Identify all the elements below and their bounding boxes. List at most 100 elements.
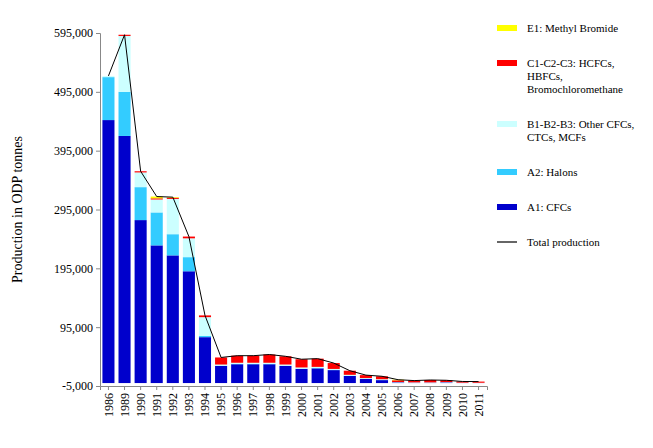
bar xyxy=(263,363,275,364)
y-tick: 195,000 xyxy=(54,262,100,276)
x-tick-label: 2008 xyxy=(423,393,437,417)
x-tick-label: 1996 xyxy=(230,393,244,417)
bar xyxy=(279,365,291,366)
bar xyxy=(360,378,372,379)
bar xyxy=(296,368,308,369)
x-tick-label: 1993 xyxy=(182,393,196,417)
y-tick-mark xyxy=(96,327,100,328)
bar xyxy=(199,336,211,337)
x-tick-mark xyxy=(382,386,383,390)
bar xyxy=(183,238,195,257)
bar xyxy=(328,369,340,370)
bar xyxy=(151,212,163,245)
legend-item: Total production xyxy=(497,236,600,248)
x-tick-mark xyxy=(140,386,141,390)
x-tick-mark xyxy=(333,386,334,390)
bar xyxy=(344,371,356,375)
legend-swatch xyxy=(497,241,517,242)
y-tick-label: 295,000 xyxy=(54,203,93,217)
x-tick: 1990 xyxy=(134,386,148,417)
y-tick-label: 595,000 xyxy=(54,26,93,40)
bar xyxy=(183,271,195,383)
x-tick-mark xyxy=(430,386,431,390)
x-tick-label: 2001 xyxy=(311,393,325,417)
x-tick: 2011 xyxy=(472,386,486,417)
x-tick-mark xyxy=(285,386,286,390)
x-tick: 2000 xyxy=(295,386,309,417)
bar xyxy=(312,367,324,368)
bar xyxy=(167,199,179,234)
legend-label: E1: Methyl Bromide xyxy=(527,22,618,34)
x-tick-mark xyxy=(446,386,447,390)
y-axis-line xyxy=(96,34,101,387)
bar xyxy=(231,363,243,364)
y-tick: 295,000 xyxy=(54,203,100,217)
x-tick: 2009 xyxy=(440,386,454,417)
bar xyxy=(296,369,308,383)
bar xyxy=(456,382,468,383)
x-tick: 1986 xyxy=(102,386,116,417)
y-tick-label: 495,000 xyxy=(54,85,93,99)
bar xyxy=(215,366,227,383)
x-tick: 2004 xyxy=(359,386,373,417)
bar xyxy=(102,77,114,120)
bar xyxy=(167,255,179,383)
bar xyxy=(473,382,485,383)
y-tick-label: -5,000 xyxy=(62,379,93,393)
x-tick-label: 2003 xyxy=(343,393,357,417)
bar xyxy=(151,198,163,199)
y-tick-mark xyxy=(96,210,100,211)
legend: E1: Methyl BromideC1-C2-C3: HCFCs,HBFCs,… xyxy=(497,22,635,248)
x-tick-mark xyxy=(156,386,157,390)
x-tick: 2003 xyxy=(343,386,357,417)
bar xyxy=(247,356,259,363)
bar xyxy=(424,382,436,383)
x-tick-mark xyxy=(478,386,479,390)
x-tick: 1994 xyxy=(198,386,212,417)
bar xyxy=(328,363,340,369)
x-tick-label: 2000 xyxy=(295,393,309,417)
bar-series xyxy=(119,35,485,383)
legend-item: E1: Methyl Bromide xyxy=(497,22,618,34)
chart: -5,00095,000195,000295,000395,000495,000… xyxy=(0,0,653,448)
x-tick-label: 1999 xyxy=(279,393,293,417)
y-tick-mark xyxy=(96,92,100,93)
bar xyxy=(135,187,147,220)
legend-swatch xyxy=(497,121,517,127)
bar xyxy=(376,380,388,383)
x-tick-label: 1997 xyxy=(246,393,260,417)
x-tick-mark xyxy=(349,386,350,390)
bar xyxy=(167,234,179,255)
bar xyxy=(151,199,163,212)
x-tick: 2005 xyxy=(375,386,389,417)
x-tick-label: 1992 xyxy=(166,393,180,417)
y-tick-mark xyxy=(96,151,100,152)
bar xyxy=(215,365,227,366)
bar xyxy=(392,382,404,384)
x-tick: 1992 xyxy=(166,386,180,417)
legend-swatch xyxy=(497,169,517,175)
y-tick: 395,000 xyxy=(54,144,100,158)
x-tick-label: 2010 xyxy=(456,393,470,417)
bar xyxy=(344,375,356,376)
y-axis: -5,00095,000195,000295,000395,000495,000… xyxy=(54,26,101,393)
x-tick: 2008 xyxy=(423,386,437,417)
legend-label: Total production xyxy=(527,236,600,248)
bar xyxy=(392,380,404,382)
bar xyxy=(151,245,163,383)
x-tick: 1998 xyxy=(263,386,277,417)
x-tick-label: 2009 xyxy=(440,393,454,417)
x-axis-line xyxy=(101,387,488,391)
x-tick-mark xyxy=(221,386,222,390)
y-tick-mark xyxy=(96,268,100,269)
bar xyxy=(263,363,275,364)
x-tick: 1997 xyxy=(246,386,260,417)
x-tick-label: 1986 xyxy=(102,393,116,417)
y-tick-mark xyxy=(96,33,100,34)
x-tick-label: 1991 xyxy=(150,393,164,417)
bar xyxy=(456,382,468,383)
bar xyxy=(231,364,243,383)
bar xyxy=(102,120,114,383)
legend-label: A1: CFCs xyxy=(527,201,571,213)
bar xyxy=(279,366,291,383)
